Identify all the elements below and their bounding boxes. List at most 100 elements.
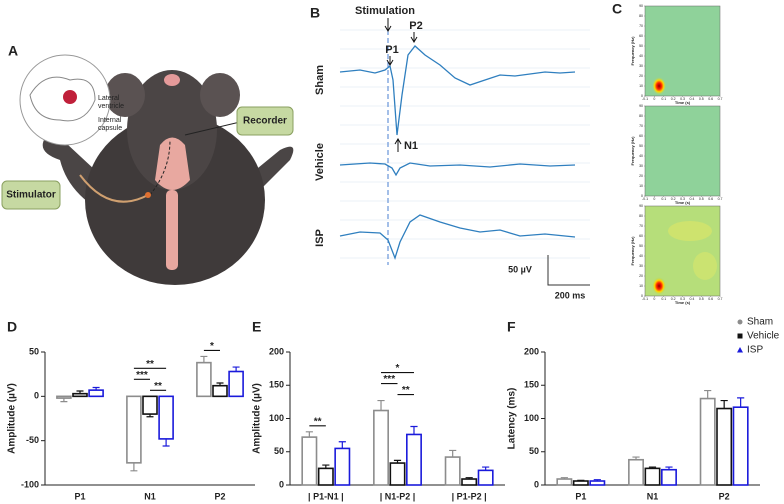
c-y-tick-label: 40 [639, 254, 643, 258]
bar [628, 458, 644, 486]
bar-chart: E Amplitude (µV) 0 50 100 150 200 | P1-N1 | | N1… [252, 319, 505, 501]
x-tick-label: | P1-N1 | [308, 491, 344, 501]
c-y-tick-label: 50 [639, 144, 643, 148]
c-y-tick-label: 80 [639, 214, 643, 218]
ear [105, 73, 145, 117]
arrow [386, 56, 394, 66]
significance-label: *** [383, 374, 395, 385]
c-x-tick-label: 0.3 [680, 197, 685, 201]
peak-label: P1 [385, 44, 398, 56]
c-y-tick-label: 70 [639, 24, 643, 28]
bar [334, 447, 351, 486]
spine-exposed [166, 190, 178, 270]
c-y-tick-label: 20 [639, 74, 643, 78]
c-y-tick-label: 10 [639, 184, 643, 188]
c-x-tick-label: 0 [653, 197, 655, 201]
c-x-tick-label: 0.7 [718, 197, 723, 201]
c-y-tick-label: 90 [639, 4, 643, 8]
c-x-tick-label: 0.2 [671, 197, 676, 201]
c-x-label: Time (s) [675, 300, 691, 305]
recorder-box [236, 106, 294, 136]
legend-marker [737, 347, 743, 353]
c-x-tick-label: -0.1 [642, 197, 648, 201]
error-bar [410, 425, 418, 435]
skin-exposed [155, 137, 190, 190]
error-bar [632, 456, 640, 460]
c-x-tick-label: 0.4 [689, 297, 694, 301]
c-x-tick-label: 0.6 [708, 197, 713, 201]
trace [339, 162, 576, 177]
y-tick-label: 0 [34, 391, 39, 401]
c-y-tick-label: 40 [639, 154, 643, 158]
bar [644, 467, 661, 486]
y-tick-label: 50 [529, 446, 539, 456]
bar [72, 392, 88, 398]
inset-label: Internal [98, 117, 122, 124]
heat-patch [693, 252, 717, 280]
bar [158, 395, 174, 440]
heat-spot [652, 277, 667, 295]
bar [301, 436, 318, 486]
error-bar [232, 366, 240, 372]
significance-label: ** [154, 381, 162, 392]
error-bar [648, 466, 657, 469]
head [127, 70, 217, 190]
row-label: Vehicle [314, 143, 326, 181]
significance-label: * [210, 341, 214, 352]
electrode [145, 192, 151, 198]
c-x-tick-label: 0.7 [718, 297, 723, 301]
c-y-label: Frequency (Hz) [630, 136, 635, 166]
bar [589, 480, 606, 486]
c-x-tick-label: 0.5 [699, 297, 704, 301]
recorder-line [184, 121, 241, 136]
error-bar [322, 464, 330, 469]
c-x-tick-label: 0 [653, 97, 655, 101]
error-bar [720, 399, 728, 409]
c-y-tick-label: 30 [639, 164, 643, 168]
error-bar [305, 431, 313, 438]
c-x-tick-label: 0.4 [689, 197, 694, 201]
x-tick-label: | P1-P2 | [452, 491, 487, 501]
bar [228, 370, 244, 398]
bar [56, 395, 72, 399]
error-bar [200, 355, 208, 363]
c-y-tick-label: 60 [639, 234, 643, 238]
c-x-tick-label: 0.6 [708, 97, 713, 101]
c-y-tick-label: 60 [639, 34, 643, 38]
y-tick-label: 200 [269, 346, 284, 356]
c-y-tick-label: 90 [639, 104, 643, 108]
significance-label: * [396, 363, 400, 374]
bar [317, 467, 334, 486]
stimulator-box [1, 180, 61, 210]
bar [732, 406, 749, 486]
legend-label: Vehicle [747, 331, 780, 342]
y-tick-label: 150 [269, 380, 284, 390]
c-x-tick-label: 0.1 [661, 97, 666, 101]
heat-spot [652, 77, 667, 95]
bar [572, 480, 589, 486]
c-x-tick-label: 0 [653, 297, 655, 301]
c-x-label: Time (s) [675, 200, 691, 205]
c-x-tick-label: 0.5 [699, 97, 704, 101]
bar [196, 361, 212, 398]
c-y-tick-label: 50 [639, 44, 643, 48]
error-bar [76, 390, 84, 394]
c-x-tick-label: 0.5 [699, 197, 704, 201]
c-y-tick-label: 30 [639, 264, 643, 268]
panel-letter: B [310, 5, 320, 21]
x-tick-label: N1 [647, 491, 659, 501]
error-bar [482, 466, 490, 471]
nose [164, 74, 180, 86]
bar [444, 456, 461, 486]
panel-letter: F [507, 319, 516, 335]
panel-letter: D [7, 319, 17, 335]
brain-slice [29, 76, 96, 122]
trace [339, 45, 576, 136]
c-y-tick-label: 50 [639, 244, 643, 248]
y-tick-label: 0 [279, 479, 284, 489]
legend-marker [737, 319, 743, 325]
error-bar [465, 477, 473, 480]
c-x-tick-label: 0.4 [689, 97, 694, 101]
y-tick-label: -100 [21, 479, 39, 489]
